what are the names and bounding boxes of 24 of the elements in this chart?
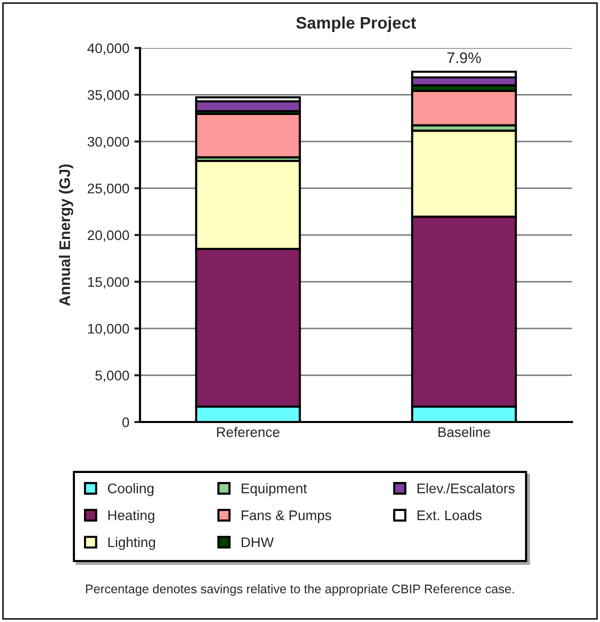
legend-label: Heating bbox=[108, 510, 154, 523]
legend-label: Cooling bbox=[108, 483, 154, 496]
y-axis-title: Annual Energy (GJ) bbox=[58, 164, 74, 306]
legend-label: Lighting bbox=[108, 536, 156, 550]
legend-label: Elev./Escalators bbox=[418, 483, 514, 494]
legend-label: Fans & Pumps bbox=[242, 510, 332, 523]
y-tick-label: 25,000 bbox=[88, 184, 130, 196]
bar bbox=[195, 112, 301, 158]
text: Percentage denotes savings relative to the appropriate CBIP Reference case. bbox=[86, 584, 514, 596]
y-tick-label: 20,000 bbox=[88, 230, 130, 242]
y-tick-label: 15,000 bbox=[88, 277, 130, 289]
x-tick-label: Baseline bbox=[438, 426, 490, 438]
chart-title: Sample Project bbox=[296, 16, 416, 32]
legend-label: DHW bbox=[242, 537, 274, 548]
y-tick-label: 0 bbox=[122, 417, 130, 428]
y-tick-label: 30,000 bbox=[88, 136, 130, 148]
y-tick-label: 40,000 bbox=[87, 43, 130, 55]
legend-label: Equipment bbox=[242, 483, 307, 496]
x-tick-label: Reference bbox=[217, 426, 280, 438]
y-tick-label: 10,000 bbox=[88, 324, 130, 336]
annotation: 7.9% bbox=[447, 52, 481, 64]
legend-label: Ext. Loads bbox=[418, 510, 482, 520]
y-tick-label: 35,000 bbox=[88, 90, 130, 102]
y-tick-label: 5,000 bbox=[95, 370, 130, 382]
